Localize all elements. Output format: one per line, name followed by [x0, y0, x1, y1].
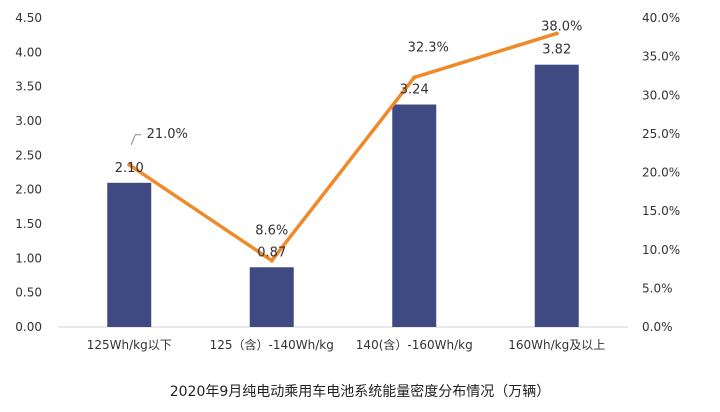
y-right-tick-label: 30.0% — [642, 88, 680, 102]
chart-title: 2020年9月纯电动乘用车电池系统能量密度分布情况（万辆） — [170, 383, 551, 400]
line-value-label: 38.0% — [541, 19, 582, 34]
bar-value-label: 3.24 — [400, 83, 429, 98]
labels-group: 2.10 0.87 3.24 3.82 21.0% 8.6% 32.3% 38.0% — [115, 19, 583, 260]
bar — [392, 104, 437, 328]
y-right-tick-label: 0.0% — [642, 320, 673, 334]
axes-group: 0.00 0.50 1.00 1.50 2.00 2.50 3.00 3.50 4.00 4.50… — [15, 11, 680, 352]
y-left-tick-label: 3.00 — [15, 114, 42, 128]
line-point — [269, 258, 274, 263]
bar — [249, 267, 294, 327]
line-value-label: 21.0% — [147, 127, 188, 142]
y-right-tick-label: 5.0% — [642, 281, 673, 295]
y-left-tick-label: 1.50 — [15, 217, 42, 231]
x-category-label: 160Wh/kg及以上 — [508, 338, 605, 352]
bar — [534, 64, 579, 328]
line-series — [127, 31, 559, 263]
y-left-tick-label: 4.00 — [15, 45, 42, 59]
bars-group — [107, 64, 579, 328]
bar-value-label: 2.10 — [115, 161, 144, 176]
y-left-tick-label: 1.00 — [15, 251, 42, 265]
line-point — [554, 31, 559, 36]
bar-value-label: 3.82 — [542, 43, 571, 58]
line-point — [127, 162, 132, 167]
y-right-tick-label: 10.0% — [642, 243, 680, 257]
bar-value-label: 0.87 — [257, 245, 286, 260]
line-value-label: 8.6% — [255, 224, 288, 239]
label-leader-line — [130, 134, 142, 145]
x-category-label: 125（含）-140Wh/kg — [210, 337, 334, 352]
x-category-label: 140(含）-160Wh/kg — [356, 337, 473, 352]
y-left-tick-label: 3.50 — [15, 80, 42, 94]
y-left-tick-label: 2.00 — [15, 183, 42, 197]
line-group — [127, 31, 559, 263]
y-right-tick-label: 20.0% — [642, 166, 680, 180]
y-right-tick-label: 40.0% — [642, 11, 680, 25]
y-left-tick-label: 0.00 — [15, 320, 42, 334]
y-right-tick-label: 25.0% — [642, 127, 680, 141]
bar — [107, 182, 152, 327]
y-right-tick-label: 35.0% — [642, 50, 680, 64]
y-left-tick-label: 2.50 — [15, 148, 42, 162]
y-right-tick-label: 15.0% — [642, 204, 680, 218]
x-category-label: 125Wh/kg以下 — [87, 338, 172, 352]
y-left-tick-label: 4.50 — [15, 11, 42, 25]
y-left-tick-label: 0.50 — [15, 286, 42, 300]
line-point — [412, 75, 417, 80]
line-value-label: 32.3% — [408, 40, 449, 55]
